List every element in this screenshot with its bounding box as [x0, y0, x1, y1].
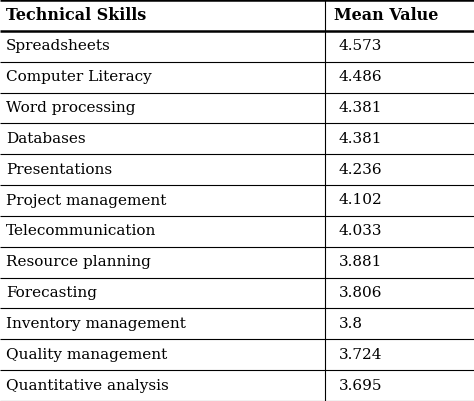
Text: Resource planning: Resource planning [6, 255, 151, 269]
Text: 4.381: 4.381 [339, 132, 383, 146]
Text: 4.102: 4.102 [339, 194, 383, 207]
Text: 3.695: 3.695 [339, 379, 383, 393]
Text: 4.033: 4.033 [339, 224, 383, 238]
Text: Databases: Databases [6, 132, 85, 146]
Text: 4.486: 4.486 [339, 70, 383, 84]
Text: Mean Value: Mean Value [334, 7, 438, 24]
Text: 3.8: 3.8 [339, 317, 363, 331]
Text: Computer Literacy: Computer Literacy [6, 70, 151, 84]
Text: Quantitative analysis: Quantitative analysis [6, 379, 168, 393]
Text: Quality management: Quality management [6, 348, 167, 362]
Text: 3.724: 3.724 [339, 348, 383, 362]
Text: Presentations: Presentations [6, 163, 112, 177]
Text: Telecommunication: Telecommunication [6, 224, 156, 238]
Text: 4.381: 4.381 [339, 101, 383, 115]
Text: Inventory management: Inventory management [6, 317, 185, 331]
Text: Project management: Project management [6, 194, 166, 207]
Text: Forecasting: Forecasting [6, 286, 97, 300]
Text: Word processing: Word processing [6, 101, 135, 115]
Text: 4.236: 4.236 [339, 163, 383, 177]
Text: Spreadsheets: Spreadsheets [6, 39, 110, 53]
Text: 3.881: 3.881 [339, 255, 383, 269]
Text: 3.806: 3.806 [339, 286, 383, 300]
Text: Technical Skills: Technical Skills [6, 7, 146, 24]
Text: 4.573: 4.573 [339, 39, 383, 53]
